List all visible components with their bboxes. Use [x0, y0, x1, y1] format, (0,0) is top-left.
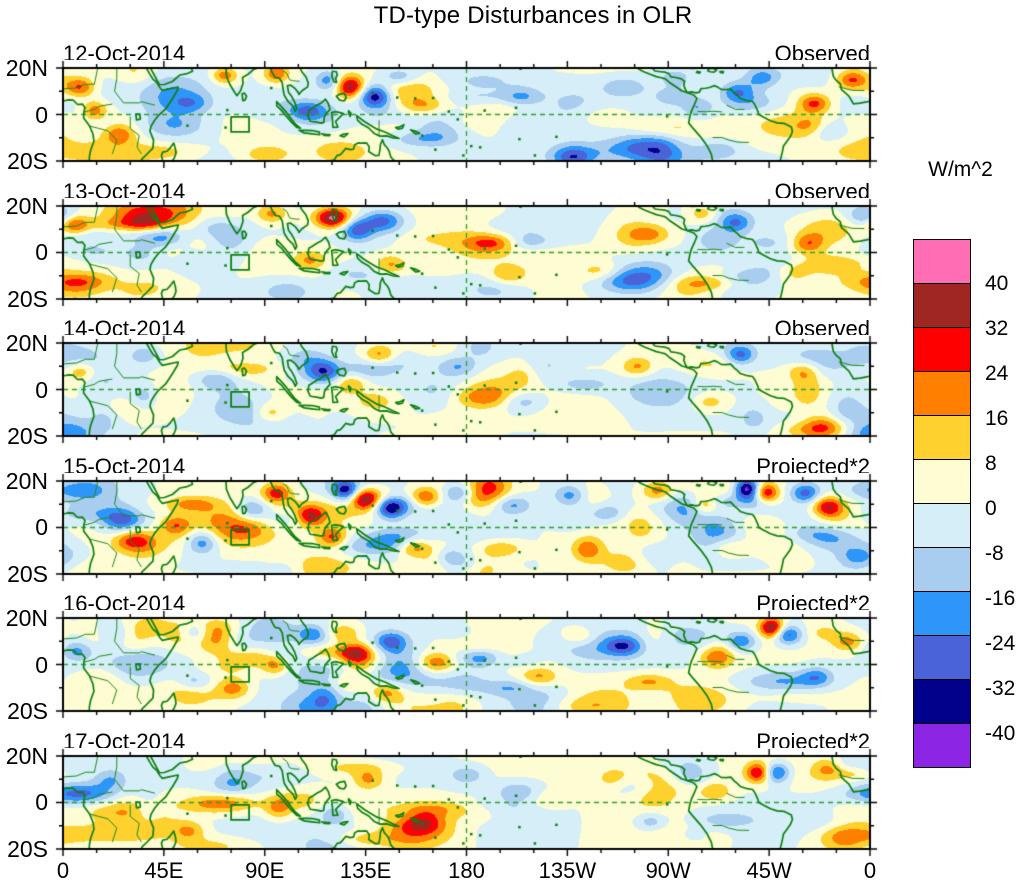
panel-4: 15-Oct-2014 Projected*2 20N 0 20S [0, 454, 880, 591]
y-tick-label-20s: 20S [7, 148, 48, 174]
colorbar-segment [913, 591, 971, 636]
y-tick-label-20n: 20N [5, 55, 48, 81]
colorbar-segment [913, 371, 971, 416]
colorbar-tick-label: -32 [985, 677, 1016, 700]
y-tick-label-20s: 20S [7, 835, 48, 862]
x-tick-label-135w: 135W [538, 858, 597, 883]
y-tick-label-0: 0 [35, 651, 48, 678]
colorbar-segment [913, 503, 971, 548]
x-tick-label-90e: 90E [245, 858, 285, 883]
colorbar-tick-label: 24 [985, 362, 1009, 385]
y-tick-label-0: 0 [35, 376, 48, 403]
map-panel-2 [55, 197, 878, 307]
colorbar: 40 32 24 16 8 0 -8 -16 -24 -32 -40 [913, 239, 1015, 768]
panel-1: 12-Oct-2014 Observed 20N 0 20S [0, 42, 880, 178]
map-panel-5 [55, 610, 878, 719]
colorbar-segment [913, 415, 971, 460]
colorbar-tick-label: 32 [985, 317, 1009, 340]
y-tick-label-20n: 20N [5, 605, 48, 631]
x-tick-label-0w: 0 [863, 858, 877, 883]
colorbar-segment [913, 239, 971, 284]
x-tick-label-135e: 135E [339, 858, 392, 883]
colorbar-segment [913, 283, 971, 328]
x-tick-label-45w: 45W [746, 858, 792, 883]
figure-title: TD-type Disturbances in OLR [373, 2, 693, 29]
panel-6: 17-Oct-2014 Projected*2 20N 0 20S [0, 729, 880, 866]
y-tick-label-0: 0 [35, 239, 48, 265]
map-panel-4 [55, 472, 878, 582]
panel-2: 13-Oct-2014 Observed 20N 0 20S [0, 179, 880, 316]
y-tick-label-0: 0 [35, 789, 48, 815]
x-tick-label-45e: 45E [144, 858, 184, 883]
panel-5: 16-Oct-2014 Projected*2 20N 0 20S [0, 592, 880, 728]
map-panel-3 [55, 335, 878, 444]
colorbar-tick-label: -40 [985, 722, 1016, 745]
colorbar-segment [913, 635, 971, 680]
colorbar-segment [913, 459, 971, 504]
y-tick-label-0: 0 [35, 514, 48, 540]
y-tick-label-20s: 20S [7, 285, 48, 312]
colorbar-segment [913, 723, 971, 768]
x-tick-label-90w: 90W [645, 858, 691, 883]
colorbar-unit-label: W/m^2 [928, 158, 993, 181]
colorbar-tick-label: 16 [985, 407, 1009, 430]
panel-3: 14-Oct-2014 Observed 20N 0 20S [0, 317, 880, 453]
y-tick-label-20s: 20S [7, 560, 48, 587]
map-panel-6 [55, 747, 878, 857]
map-panel-1 [55, 60, 878, 169]
colorbar-tick-label: -8 [985, 542, 1004, 565]
colorbar-segment [913, 327, 971, 372]
y-tick-label-20n: 20N [5, 467, 48, 494]
x-tick-label-0e: 0 [56, 858, 70, 883]
colorbar-segment [913, 679, 971, 724]
y-tick-label-0: 0 [35, 101, 48, 128]
colorbar-segment [913, 547, 971, 592]
y-tick-label-20s: 20S [7, 423, 48, 449]
y-tick-label-20s: 20S [7, 698, 48, 724]
colorbar-tick-label: 0 [985, 497, 997, 520]
colorbar-tick-label: -24 [985, 632, 1016, 655]
y-tick-label-20n: 20N [5, 330, 48, 356]
colorbar-tick-label: 40 [985, 272, 1009, 295]
y-tick-label-20n: 20N [5, 192, 48, 219]
y-tick-label-20n: 20N [5, 742, 48, 769]
colorbar-tick-label: 8 [985, 452, 997, 475]
x-tick-label-180: 180 [448, 858, 485, 883]
colorbar-tick-label: -16 [985, 587, 1016, 610]
